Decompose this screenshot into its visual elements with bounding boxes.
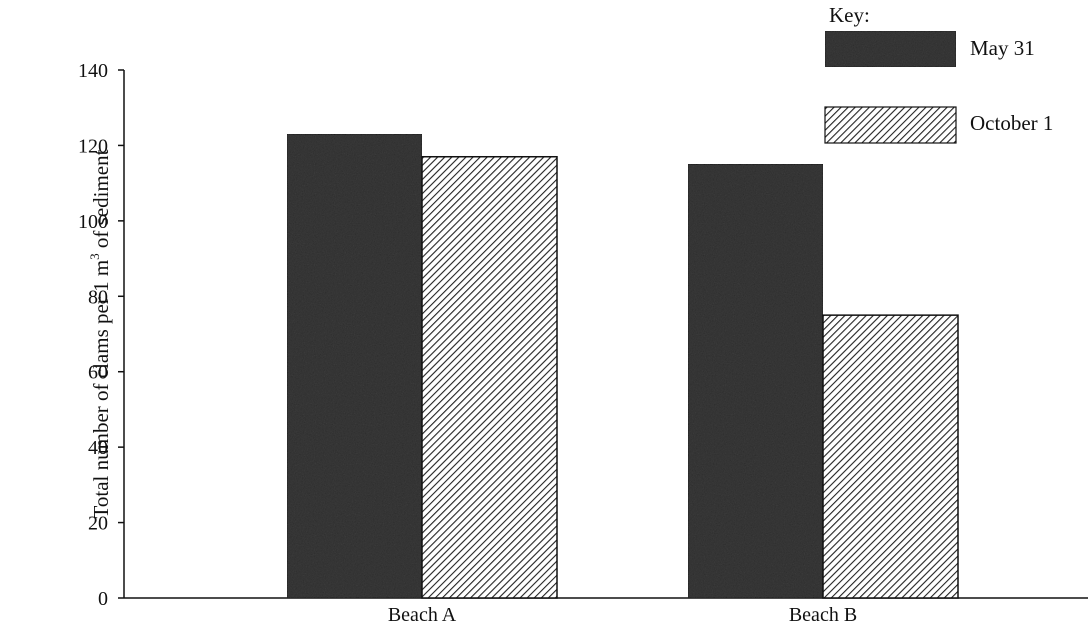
x-category-label-beach-a: Beach A	[388, 604, 457, 626]
bar-beach-a-may-31	[286, 133, 423, 599]
bar-beach-b-october-1	[822, 314, 959, 599]
legend-label-october-1: October 1	[970, 111, 1053, 135]
legend-swatch-may-31	[824, 30, 957, 68]
bar-beach-a-october-1	[421, 155, 558, 599]
y-axis-title-superscript: 3	[87, 253, 102, 260]
y-tick-label: 100	[78, 211, 108, 233]
y-tick-label: 20	[88, 513, 108, 535]
y-axis-title-suffix: of sediment	[89, 149, 113, 253]
y-tick-label: 80	[88, 286, 108, 308]
legend-label-may-31: May 31	[970, 36, 1035, 60]
category-labels: Beach A Beach B	[388, 604, 857, 626]
y-tick-label: 140	[78, 60, 108, 82]
bars	[286, 133, 959, 599]
legend: Key: May 31 October 1	[824, 3, 1053, 144]
legend-title: Key:	[829, 3, 870, 27]
y-axis-title: Total number of clams per 1 m3 of sedime…	[87, 149, 113, 518]
bar-beach-b-may-31	[687, 163, 824, 599]
y-tick-label: 0	[98, 588, 108, 610]
y-tick-label: 120	[78, 135, 108, 157]
y-axis-title-main: Total number of clams per 1 m	[89, 260, 113, 519]
y-tick-label: 40	[88, 437, 108, 459]
y-tick-label: 60	[88, 362, 108, 384]
y-ticks: 0 20 40 60 80 100 120 140	[78, 60, 124, 610]
legend-swatch-october-1	[824, 106, 957, 144]
x-category-label-beach-b: Beach B	[789, 604, 857, 626]
